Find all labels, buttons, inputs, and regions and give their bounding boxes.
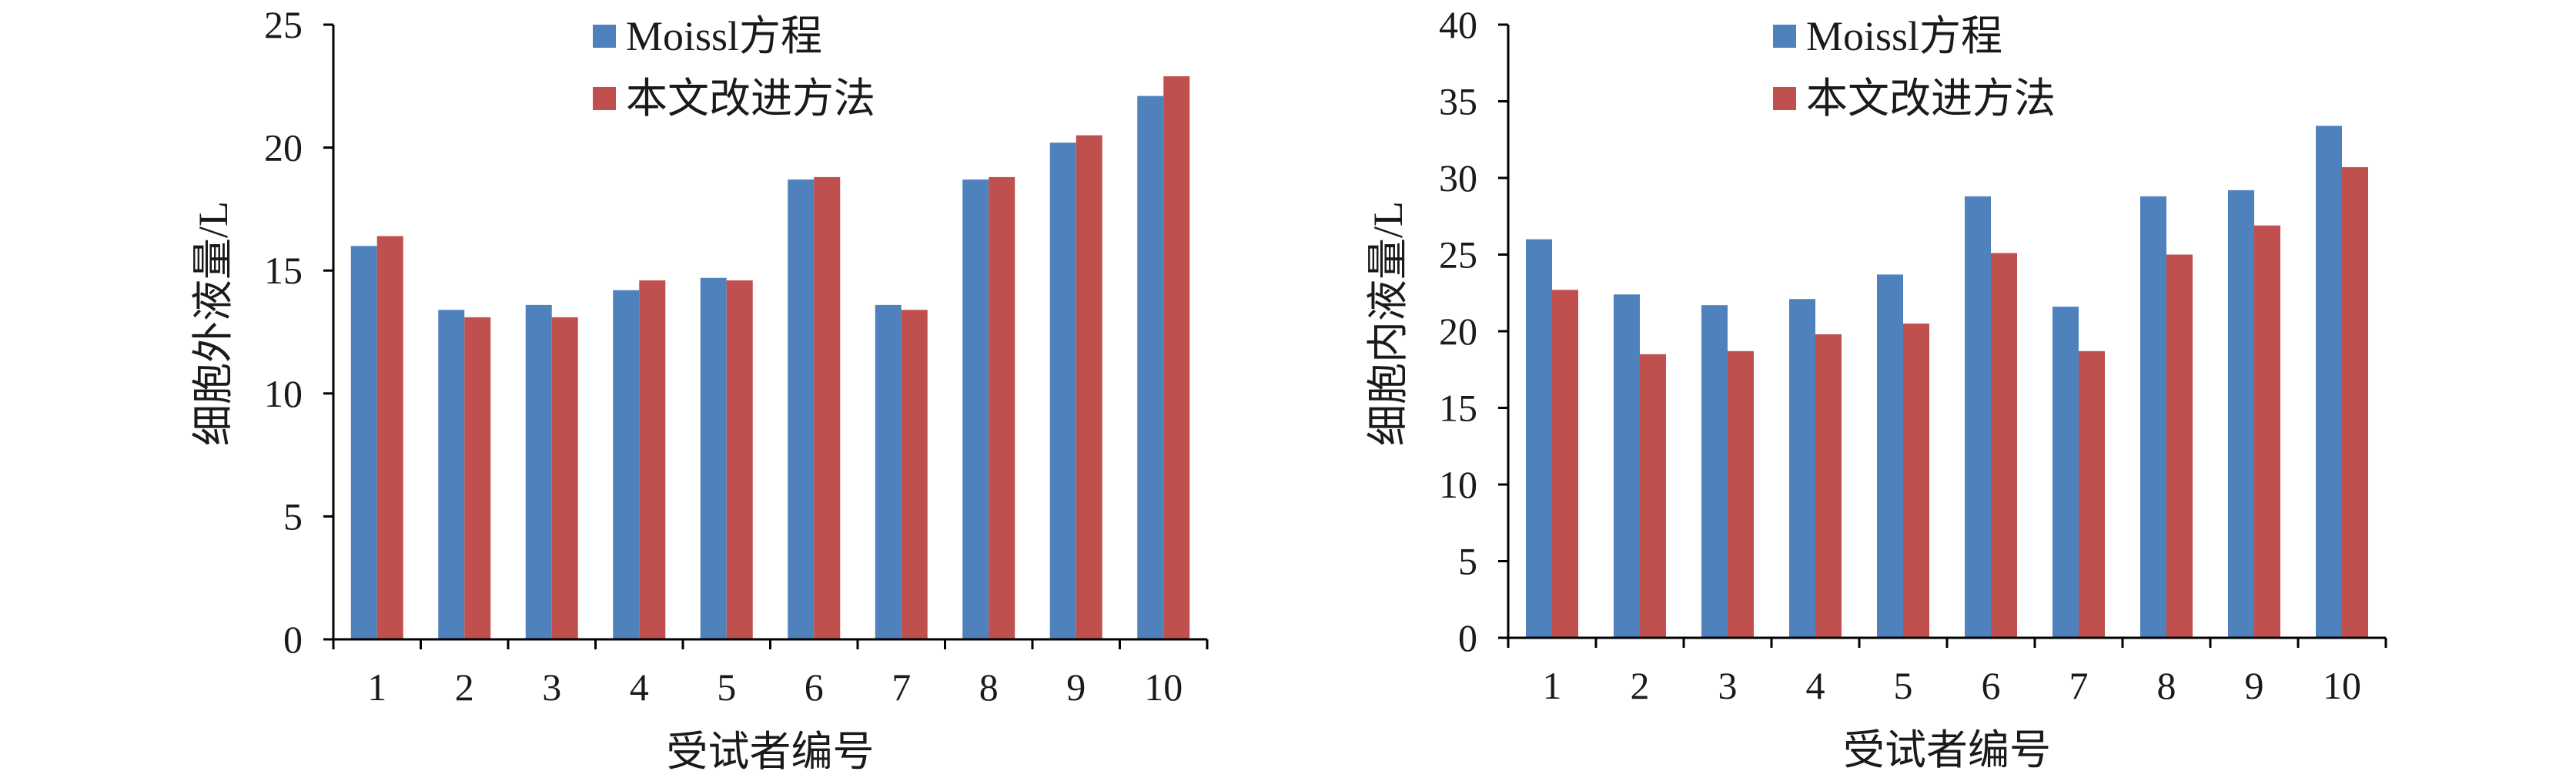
legend-item-1: Moissl方程 [1773, 13, 2002, 59]
legend-item-1: Moissl方程 [593, 13, 822, 59]
x-tick-label: 7 [2069, 664, 2089, 707]
x-tick-label: 8 [2157, 664, 2176, 707]
bar-series-1-subject-3 [525, 304, 552, 639]
bar-series-2-subject-2 [1640, 354, 1666, 638]
x-tick-label: 1 [1543, 664, 1562, 707]
x-tick-label: 5 [717, 666, 736, 709]
y-tick-label: 25 [1439, 233, 1477, 277]
bar-series-2-subject-9 [2254, 225, 2280, 638]
bar-series-2-subject-5 [726, 280, 753, 639]
x-tick-label: 8 [979, 666, 999, 709]
chart-right: 0 5 10 15 20 25 30 35 40 1 2 3 4 5 6 7 8 9 10 受试者编号 细胞内液量/L M… [1365, 3, 2387, 773]
bar-series-1-subject-5 [1877, 274, 1903, 638]
bar-series-2-subject-2 [464, 317, 491, 639]
legend-label: Moissl方程 [1806, 13, 2002, 59]
bar-series-1-subject-8 [962, 179, 989, 639]
y-tick-label: 10 [264, 372, 303, 415]
bar-series-2-subject-6 [1991, 253, 2017, 638]
bar-series-2-subject-1 [376, 236, 403, 640]
x-tick-label: 1 [367, 666, 386, 709]
y-tick-label: 25 [264, 3, 303, 46]
x-tick-label: 10 [1144, 666, 1183, 709]
bar-series-1-subject-6 [1965, 196, 1991, 638]
bar-series-1-subject-2 [1614, 294, 1640, 638]
bar-series-2-subject-8 [2166, 254, 2193, 638]
legend-swatch [1773, 25, 1796, 48]
x-tick-label: 5 [1894, 664, 1913, 707]
bar-series-1-subject-10 [1137, 96, 1164, 640]
y-tick-label: 35 [1439, 80, 1477, 123]
bar-series-2-subject-7 [901, 310, 928, 639]
bars [1526, 126, 2368, 639]
y-tick-label: 0 [1458, 616, 1477, 659]
bar-series-2-subject-9 [1076, 135, 1102, 639]
x-tick-label: 4 [630, 666, 649, 709]
x-tick-label: 3 [1718, 664, 1738, 707]
bar-series-1-subject-1 [350, 246, 377, 639]
bar-series-1-subject-9 [1049, 143, 1076, 639]
y-tick-label: 5 [1458, 540, 1477, 583]
y-tick-label: 30 [1439, 156, 1477, 200]
bar-series-1-subject-7 [2052, 307, 2079, 638]
x-tick-label: 4 [1806, 664, 1825, 707]
bar-series-2-subject-6 [814, 176, 841, 640]
y-tick-label: 15 [1439, 387, 1477, 430]
bars [350, 76, 1190, 640]
bar-series-2-subject-3 [551, 317, 578, 639]
x-tick-label: 7 [892, 666, 911, 709]
x-tick-label: 3 [542, 666, 561, 709]
bar-series-2-subject-3 [1728, 350, 1754, 638]
legend-label: 本文改进方法 [626, 75, 875, 122]
y-tick-label: 20 [1439, 310, 1477, 353]
legend-item-2: 本文改进方法 [1773, 75, 2056, 122]
x-tick-label: 9 [1066, 666, 1086, 709]
bar-series-1-subject-7 [875, 304, 902, 639]
bar-series-1-subject-3 [1701, 305, 1728, 638]
bar-series-1-subject-1 [1526, 239, 1552, 639]
x-axis-title: 受试者编号 [1843, 727, 2051, 773]
x-tick-label: 2 [1631, 664, 1650, 707]
y-tick-label: 10 [1439, 463, 1477, 506]
legend-swatch [593, 87, 616, 110]
x-tick-label: 10 [2323, 664, 2361, 707]
legend-item-2: 本文改进方法 [593, 75, 875, 122]
bar-series-1-subject-9 [2228, 189, 2254, 639]
bar-series-2-subject-1 [1552, 290, 1578, 638]
y-tick-label: 0 [283, 618, 303, 661]
y-tick-label: 20 [264, 126, 303, 169]
legend-swatch [593, 25, 616, 48]
x-tick-label: 9 [2245, 664, 2264, 707]
y-tick-label: 40 [1439, 3, 1477, 46]
bar-series-1-subject-4 [1789, 299, 1815, 638]
y-axis-title: 细胞外液量/L [190, 201, 236, 446]
bar-series-2-subject-5 [1903, 324, 1929, 638]
x-axis-title: 受试者编号 [667, 729, 875, 775]
bar-series-1-subject-8 [2140, 196, 2166, 638]
bar-series-1-subject-2 [438, 310, 465, 639]
y-tick-label: 15 [264, 249, 303, 292]
x-tick-label: 6 [1982, 664, 2001, 707]
bar-series-2-subject-8 [989, 176, 1015, 640]
bar-series-2-subject-10 [2342, 167, 2368, 638]
bar-series-2-subject-4 [639, 280, 666, 639]
bar-series-1-subject-6 [788, 179, 815, 639]
legend-label: 本文改进方法 [1806, 75, 2056, 122]
bar-series-2-subject-10 [1163, 76, 1190, 640]
bar-series-2-subject-7 [2079, 350, 2105, 638]
bar-series-1-subject-4 [613, 290, 640, 639]
y-axis-title: 细胞内液量/L [1365, 201, 1411, 446]
x-tick-label: 6 [805, 666, 824, 709]
bar-series-1-subject-10 [2316, 126, 2342, 639]
bar-series-1-subject-5 [700, 277, 727, 639]
chart-left: 0 5 10 15 20 25 1 2 3 4 5 6 7 8 9 10 受试者编号 细胞外液量/L Moissl方… [190, 3, 1209, 775]
legend-label: Moissl方程 [626, 13, 822, 59]
legend-swatch [1773, 87, 1796, 110]
y-tick-label: 5 [283, 495, 303, 538]
x-tick-label: 2 [455, 666, 474, 709]
bar-series-2-subject-4 [1815, 334, 1842, 638]
